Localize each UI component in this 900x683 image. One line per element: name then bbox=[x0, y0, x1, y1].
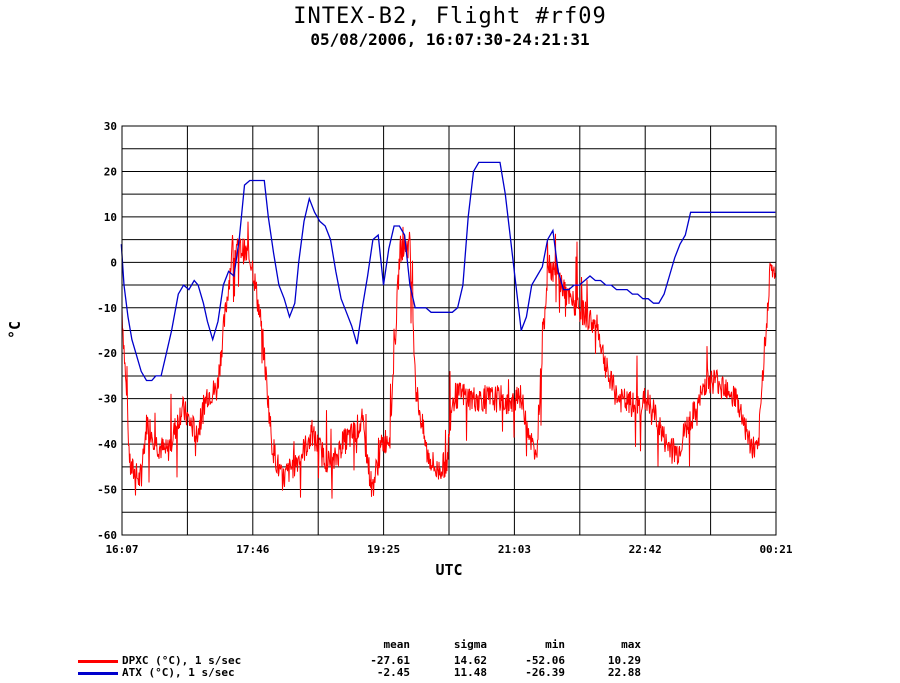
y-tick-label: -40 bbox=[97, 438, 117, 451]
stats-table: mean sigma min max DPXC (°C), 1 s/sec -2… bbox=[0, 638, 900, 683]
legend-swatch-dpxc bbox=[78, 660, 118, 663]
stat-min-dpxc: -52.06 bbox=[525, 654, 565, 667]
y-axis-label: °C bbox=[6, 321, 24, 339]
y-tick-labels: 30 20 10 0 -10 -20 -30 -40 -50 -60 bbox=[97, 120, 117, 542]
stats-header-max: max bbox=[621, 638, 641, 651]
stat-max-atx: 22.88 bbox=[607, 666, 641, 679]
plot-frame bbox=[121, 125, 777, 536]
x-tick-label: 00:21 bbox=[759, 543, 792, 556]
x-tick-labels: 16:07 17:46 19:25 21:03 22:42 00:21 bbox=[105, 543, 792, 556]
y-tick-label: -20 bbox=[97, 347, 117, 360]
x-tick-label: 21:03 bbox=[498, 543, 531, 556]
stats-header-mean: mean bbox=[383, 638, 411, 651]
y-tick-label: -60 bbox=[97, 529, 117, 542]
series-atx bbox=[120, 161, 776, 382]
stat-min-atx: -26.39 bbox=[525, 666, 565, 679]
series-dpxc bbox=[121, 221, 777, 499]
stat-mean-atx: -2.45 bbox=[376, 666, 410, 679]
stat-sigma-dpxc: 14.62 bbox=[453, 654, 487, 667]
x-tick-label: 19:25 bbox=[367, 543, 400, 556]
y-tick-label: -30 bbox=[97, 393, 117, 406]
stat-max-dpxc: 10.29 bbox=[607, 654, 641, 667]
x-tick-label: 17:46 bbox=[236, 543, 269, 556]
stat-sigma-atx: 11.48 bbox=[453, 666, 487, 679]
chart: 30 20 10 0 -10 -20 -30 -40 -50 -60 16:07 17:46 19:2… bbox=[6, 120, 793, 579]
y-tick-label: -10 bbox=[97, 302, 117, 315]
chart-subtitle: 05/08/2006, 16:07:30-24:21:31 bbox=[310, 30, 590, 49]
y-tick-label: 0 bbox=[110, 256, 117, 269]
x-tick-label: 16:07 bbox=[105, 543, 138, 556]
legend-swatch-atx bbox=[78, 672, 118, 675]
series-line-dpxc bbox=[121, 221, 777, 499]
chart-title: INTEX-B2, Flight #rf09 bbox=[293, 4, 607, 29]
y-tick-label: 10 bbox=[104, 211, 117, 224]
stats-row-dpxc: DPXC (°C), 1 s/sec -27.61 14.62 -52.06 1… bbox=[0, 654, 900, 667]
legend-label-dpxc: DPXC (°C), 1 s/sec bbox=[122, 654, 242, 667]
stats-row-atx: ATX (°C), 1 s/sec -2.45 11.48 -26.39 22.… bbox=[0, 666, 900, 679]
stat-mean-dpxc: -27.61 bbox=[370, 654, 410, 667]
x-tick-label: 22:42 bbox=[629, 543, 662, 556]
grid bbox=[121, 125, 777, 536]
stats-header-min: min bbox=[545, 638, 565, 651]
y-tick-label: -50 bbox=[97, 484, 117, 497]
legend-label-atx: ATX (°C), 1 s/sec bbox=[122, 666, 235, 679]
y-tick-label: 20 bbox=[104, 165, 117, 178]
x-axis-label: UTC bbox=[435, 561, 462, 579]
series-line-atx bbox=[120, 161, 776, 382]
stats-header-sigma: sigma bbox=[453, 638, 487, 651]
y-tick-label: 30 bbox=[104, 120, 117, 133]
